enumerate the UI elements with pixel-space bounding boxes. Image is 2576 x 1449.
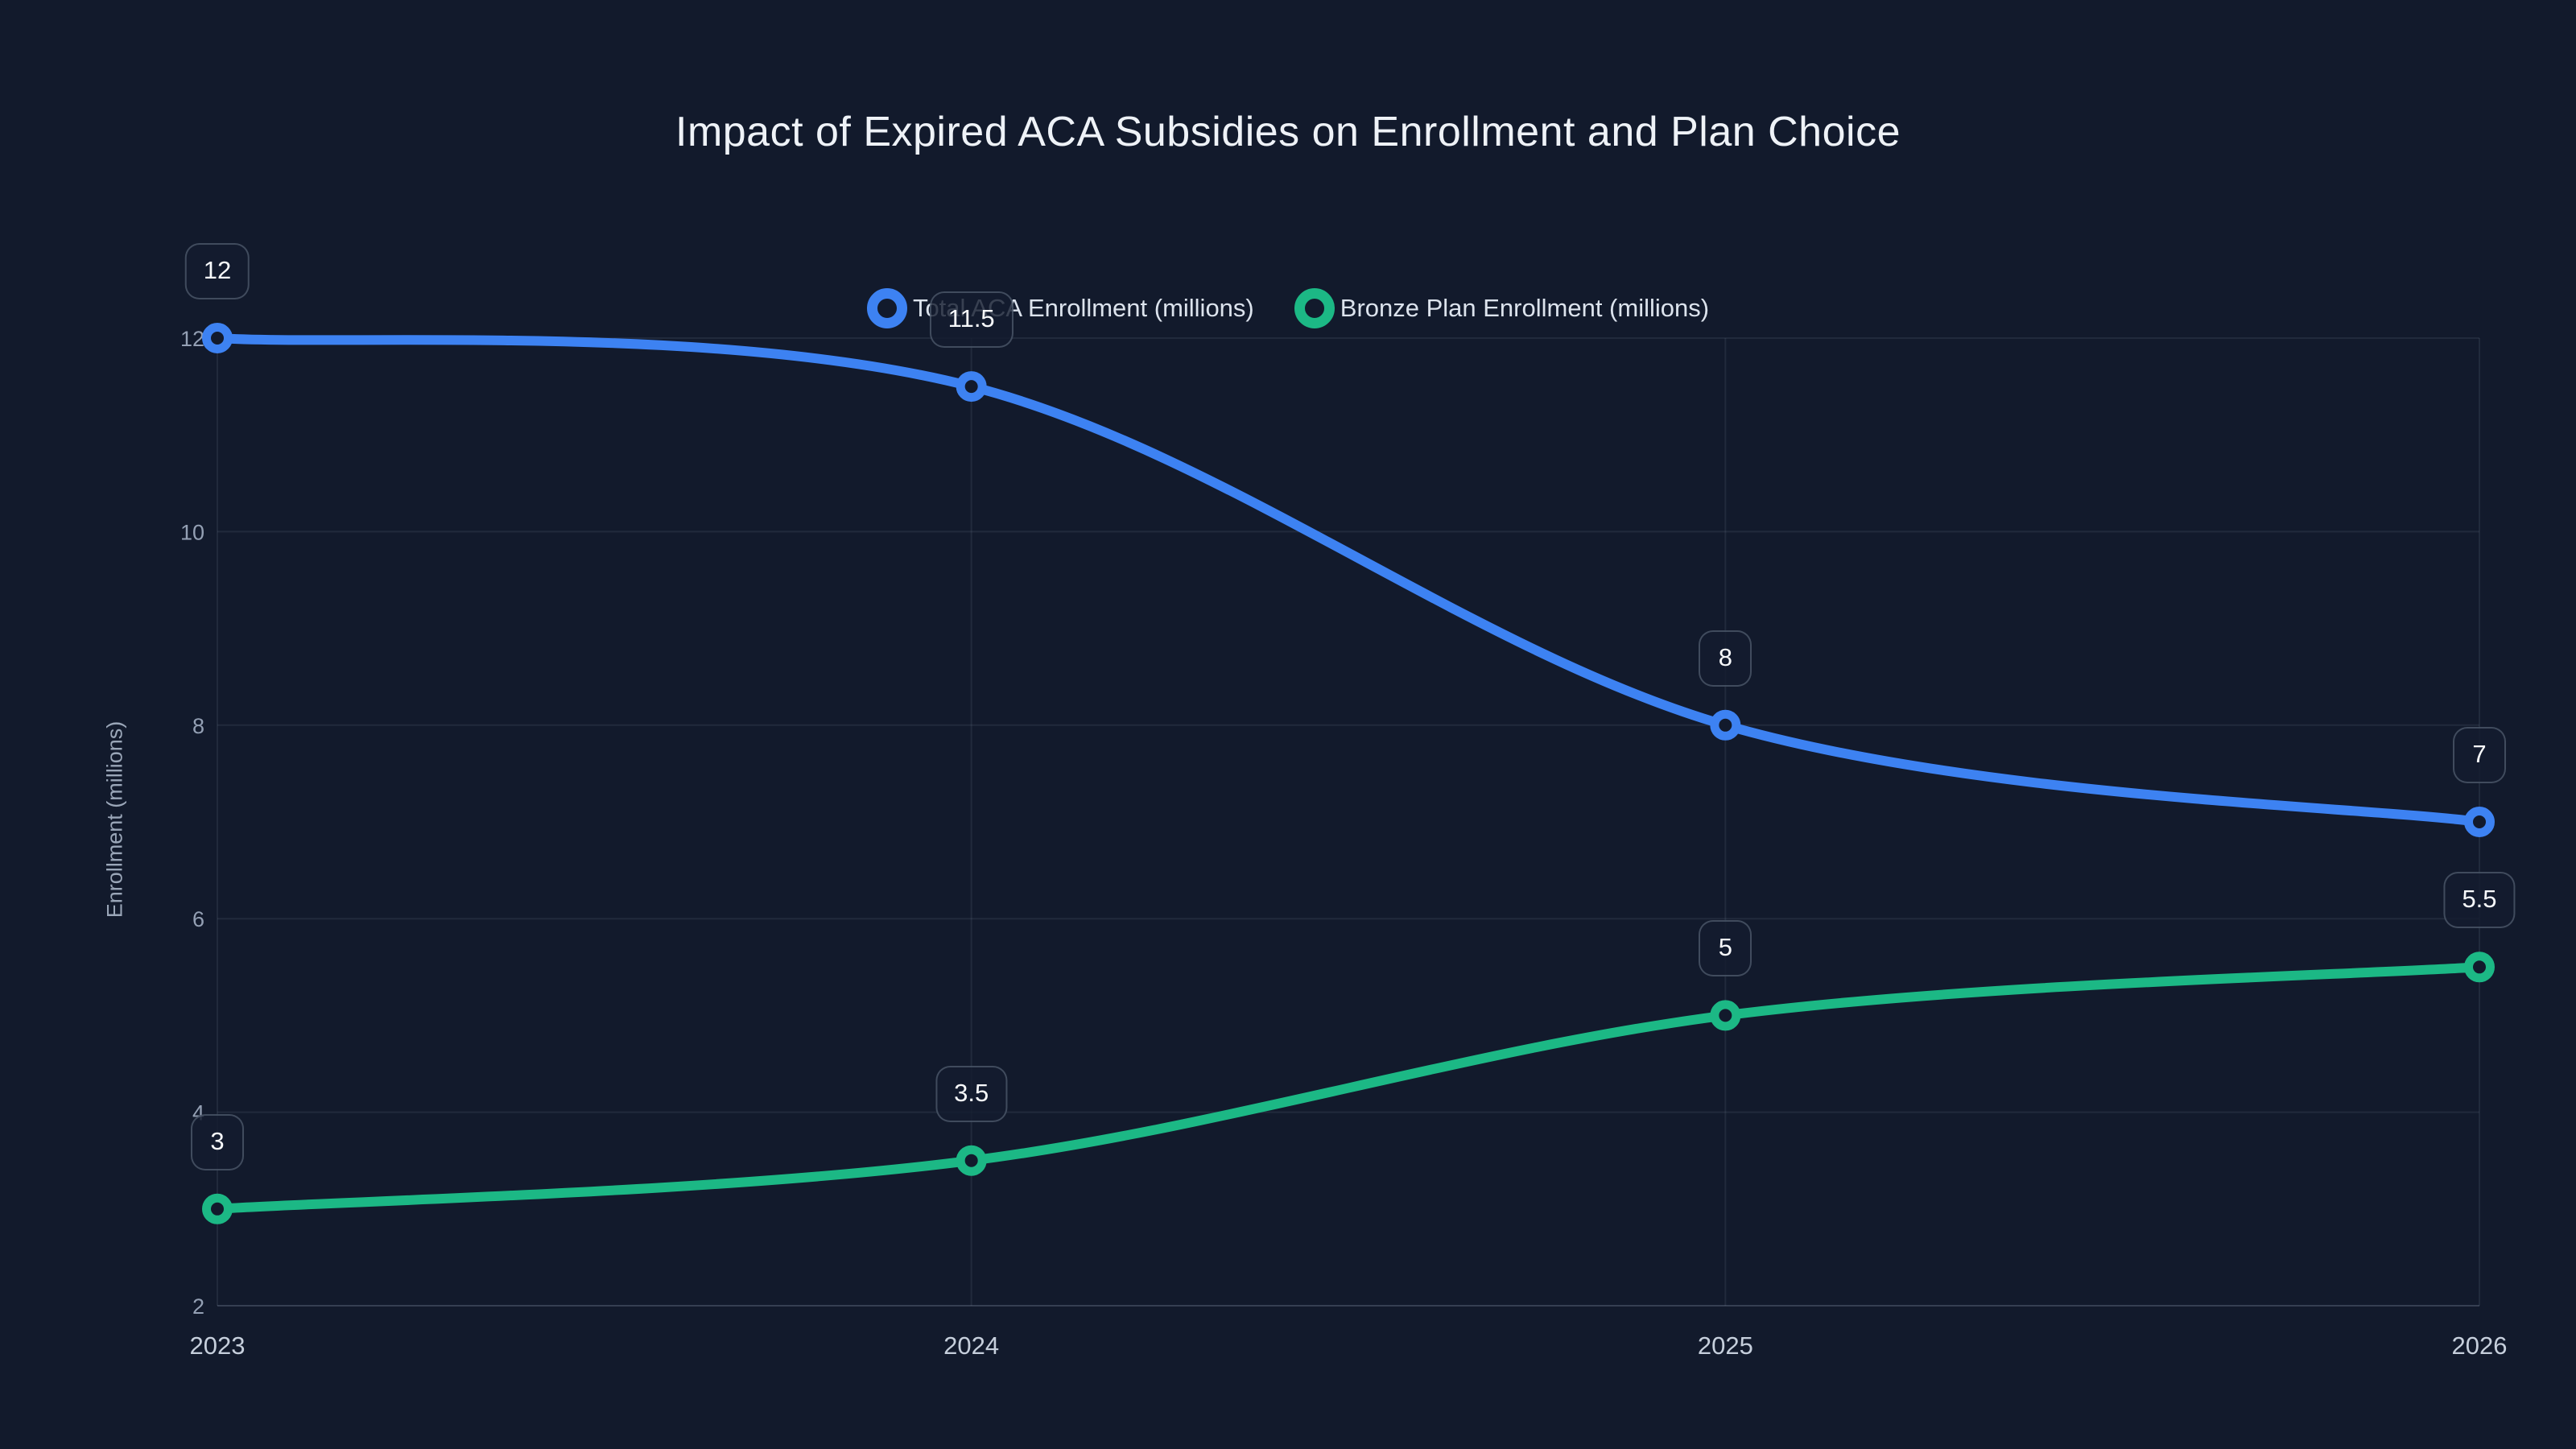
x-tick-label: 2025 [1698, 1331, 1753, 1360]
data-point-bronze-plan-enrollment-millions-2026[interactable] [2464, 952, 2495, 983]
legend: Total ACA Enrollment (millions) Bronze Pl… [0, 288, 2576, 328]
y-tick-label: 10 [180, 520, 204, 544]
y-axis-title: Enrollment (millions) [102, 720, 127, 919]
data-point-total-aca-enrollment-millions-2024[interactable] [956, 371, 987, 402]
point-value-label-total-aca-enrollment-millions-2023: 12 [184, 243, 250, 299]
series-line-total-aca-enrollment-millions [213, 333, 2484, 827]
data-point-total-aca-enrollment-millions-2023[interactable] [202, 323, 233, 353]
y-tick-label: 8 [192, 714, 204, 738]
data-point-bronze-plan-enrollment-millions-2023[interactable] [202, 1193, 233, 1224]
y-tick-label: 2 [192, 1294, 204, 1319]
legend-ring-icon [866, 288, 907, 328]
data-point-total-aca-enrollment-millions-2025[interactable] [1710, 709, 1741, 741]
chart-title: Impact of Expired ACA Subsidies on Enrol… [675, 109, 1901, 155]
point-value-label-bronze-plan-enrollment-millions-2024: 3.5 [935, 1065, 1008, 1122]
point-value-label-bronze-plan-enrollment-millions-2025: 5 [1699, 920, 1752, 977]
legend-label: Bronze Plan Enrollment (millions) [1340, 294, 1710, 322]
data-point-total-aca-enrollment-millions-2026[interactable] [2464, 807, 2495, 837]
x-tick-label: 2024 [943, 1331, 999, 1360]
legend-item-bronze-plan-enrollment-millions[interactable]: Bronze Plan Enrollment (millions) [1294, 288, 1709, 328]
point-value-label-total-aca-enrollment-millions-2025: 8 [1699, 630, 1752, 687]
y-tick-label: 12 [180, 327, 204, 351]
series-line-bronze-plan-enrollment-millions [213, 962, 2484, 1214]
y-tick-label: 6 [192, 907, 204, 931]
legend-ring-icon [1294, 288, 1335, 328]
data-point-bronze-plan-enrollment-millions-2024[interactable] [956, 1145, 987, 1176]
legend-item-total-aca-enrollment-millions[interactable]: Total ACA Enrollment (millions) [866, 288, 1254, 328]
point-value-label-bronze-plan-enrollment-millions-2023: 3 [191, 1113, 244, 1170]
data-point-bronze-plan-enrollment-millions-2025[interactable] [1710, 1000, 1741, 1031]
x-tick-label: 2026 [2452, 1331, 2508, 1360]
point-value-label-total-aca-enrollment-millions-2024: 11.5 [929, 291, 1013, 349]
point-value-label-total-aca-enrollment-millions-2026: 7 [2453, 727, 2506, 783]
point-value-label-bronze-plan-enrollment-millions-2026: 5.5 [2443, 872, 2516, 929]
x-tick-label: 2023 [190, 1331, 246, 1360]
